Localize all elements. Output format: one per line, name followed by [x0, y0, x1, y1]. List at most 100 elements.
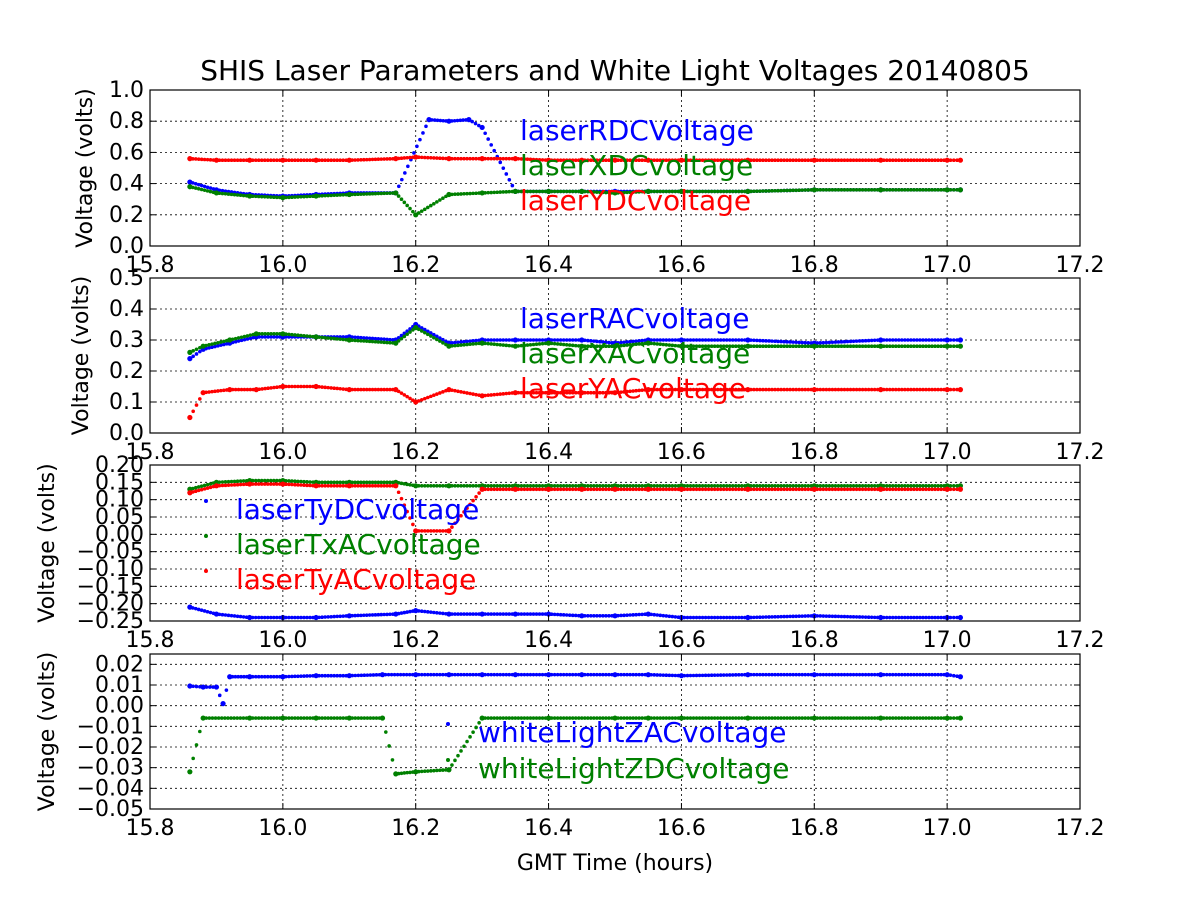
data-point: [721, 189, 726, 194]
data-point: [900, 484, 904, 488]
data-point: [446, 156, 452, 162]
data-point: [540, 338, 545, 342]
data-point: [570, 390, 575, 395]
data-point: [290, 332, 294, 337]
data-point: [881, 188, 886, 192]
data-point: [498, 156, 503, 161]
data-point: [678, 387, 685, 393]
data-point: [906, 484, 910, 488]
data-point: [944, 157, 950, 163]
data-point: [912, 615, 916, 620]
data-point: [393, 771, 399, 777]
data-point: [389, 672, 394, 677]
data-point: [678, 715, 685, 721]
data-point: [370, 387, 375, 392]
data-point: [824, 344, 829, 349]
data-point: [957, 674, 964, 680]
y-tick-label: 0.00: [95, 522, 144, 547]
data-point: [863, 188, 868, 192]
data-point: [210, 345, 214, 350]
data-point: [256, 478, 261, 483]
data-point: [232, 716, 236, 720]
data-point: [512, 337, 518, 343]
data-point: [432, 529, 436, 533]
data-point: [749, 615, 753, 620]
data-point: [479, 393, 485, 399]
data-point: [247, 193, 253, 199]
data-point: [552, 487, 557, 492]
data-point: [579, 716, 584, 720]
data-point: [194, 352, 199, 356]
data-point: [199, 187, 204, 192]
data-point: [474, 484, 478, 488]
data-point: [441, 768, 445, 772]
data-point: [335, 193, 340, 197]
data-point: [280, 383, 286, 390]
data-point: [752, 672, 756, 677]
data-point: [223, 480, 228, 484]
data-point: [471, 156, 475, 161]
data-point: [740, 487, 744, 492]
data-point: [429, 484, 433, 488]
data-point: [353, 673, 358, 678]
data-point: [205, 486, 210, 490]
data-point: [951, 188, 956, 192]
data-point: [836, 158, 841, 162]
data-point: [691, 344, 696, 349]
data-point: [471, 339, 475, 343]
data-point: [253, 615, 258, 620]
data-point: [486, 156, 490, 161]
data-point: [236, 674, 241, 679]
legend-label: laserYACvoltage: [520, 372, 746, 405]
data-point: [522, 390, 527, 395]
data-point: [191, 409, 195, 414]
data-point: [764, 615, 768, 619]
data-point: [939, 188, 943, 192]
data-point: [688, 673, 693, 678]
x-tick-label: 17.0: [923, 440, 972, 465]
data-point: [329, 480, 333, 485]
data-point: [534, 338, 539, 342]
data-point: [586, 338, 590, 343]
data-point: [764, 158, 768, 162]
data-point: [694, 716, 699, 720]
data-point: [196, 157, 201, 161]
data-point: [260, 335, 264, 339]
data-point: [364, 387, 369, 392]
data-point: [504, 343, 509, 348]
data-point: [191, 181, 195, 185]
data-point: [422, 529, 427, 533]
data-point: [770, 189, 774, 193]
data-point: [824, 484, 829, 488]
data-point: [848, 387, 853, 392]
data-point: [438, 391, 442, 395]
data-point: [353, 158, 357, 162]
data-point: [836, 672, 841, 677]
data-point: [718, 338, 723, 342]
data-point: [486, 672, 490, 677]
data-point: [872, 672, 877, 677]
data-point: [564, 158, 569, 162]
data-point: [320, 335, 324, 340]
data-point: [936, 158, 940, 162]
data-point: [382, 612, 386, 617]
data-point: [670, 673, 675, 678]
data-point: [326, 484, 330, 488]
data-point: [776, 716, 780, 720]
data-point: [313, 673, 319, 679]
data-point: [534, 390, 539, 395]
data-point: [570, 716, 575, 720]
y-tick-label: 0.02: [95, 652, 144, 677]
data-point: [435, 672, 439, 677]
data-point: [236, 387, 241, 392]
data-point: [235, 158, 240, 162]
data-point: [341, 158, 346, 162]
data-point: [691, 158, 696, 162]
data-point: [658, 716, 663, 720]
data-point: [477, 491, 481, 495]
data-point: [628, 672, 632, 677]
data-point: [818, 344, 823, 349]
data-point: [678, 157, 685, 163]
data-point: [259, 674, 264, 679]
